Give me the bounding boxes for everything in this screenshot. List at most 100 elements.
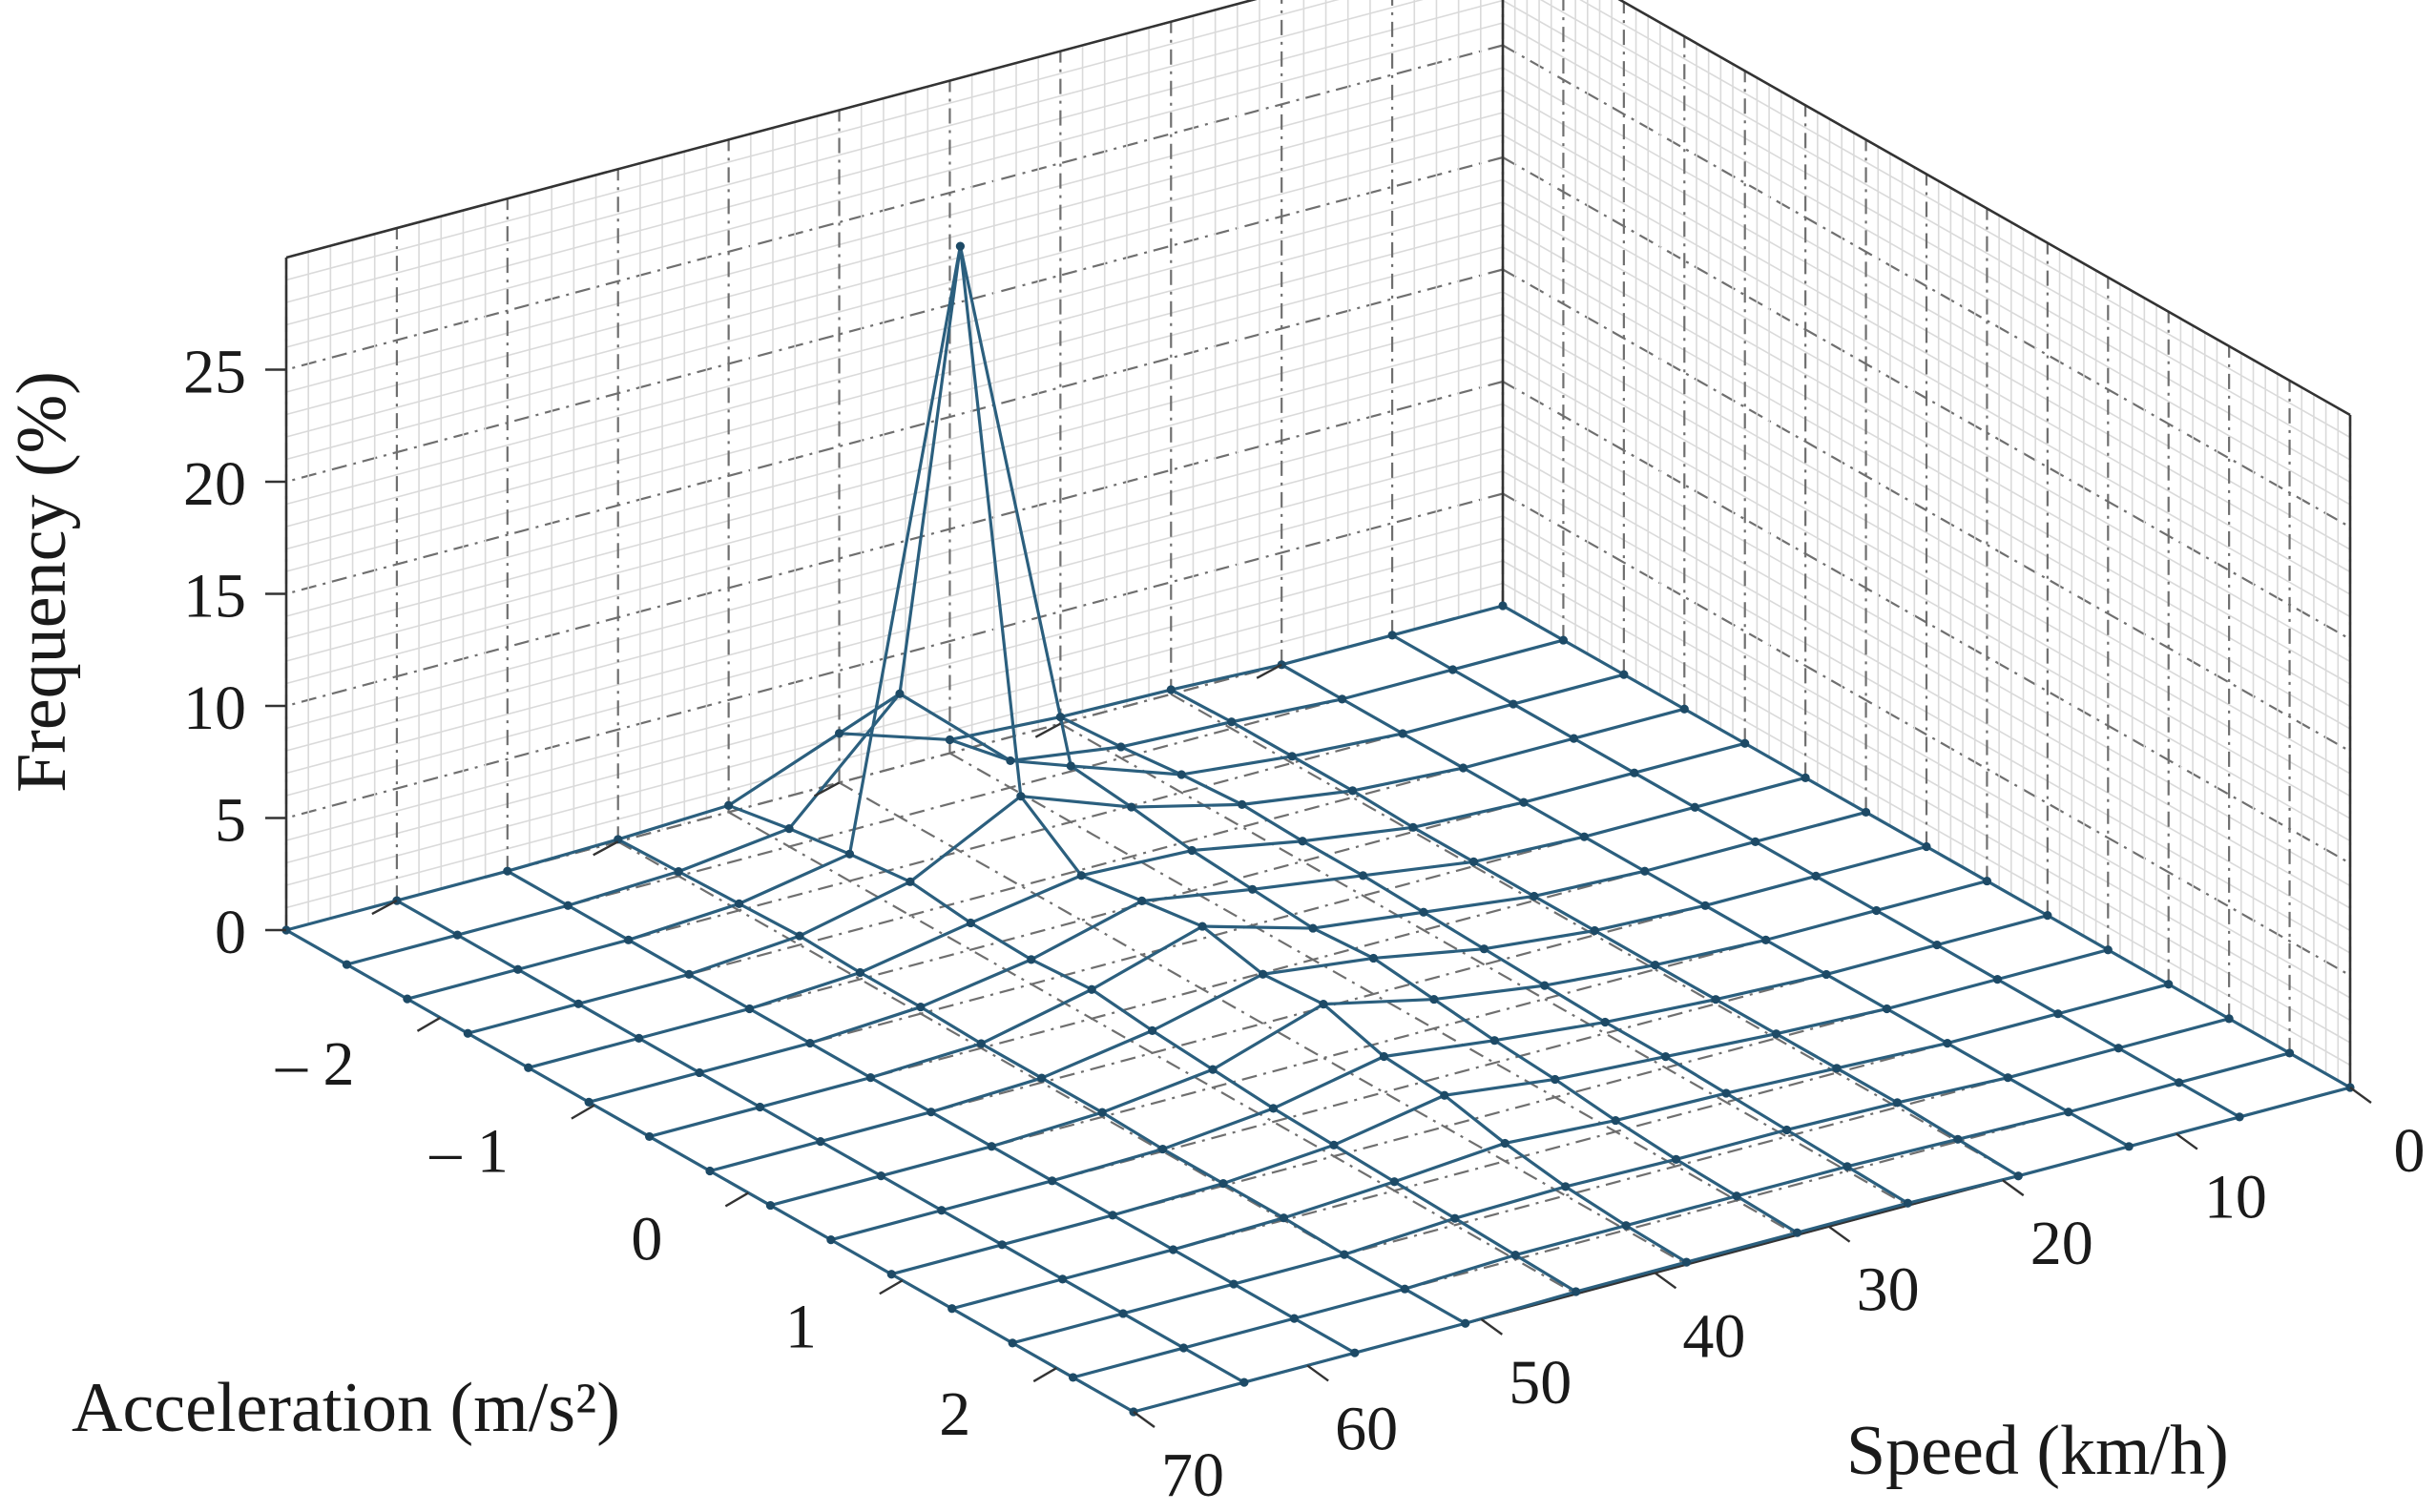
- data-point: [1440, 1090, 1449, 1100]
- speed-tick-label: 50: [1509, 1348, 1572, 1418]
- mesh-line-speed: [951, 983, 2170, 1311]
- data-point: [1208, 1065, 1218, 1074]
- floor-gridline: [728, 811, 1577, 1295]
- data-point: [1700, 901, 1710, 910]
- speed-tick-mark: [2176, 1132, 2198, 1150]
- left-wall-hline: [285, 0, 1504, 326]
- data-point: [2003, 1073, 2012, 1083]
- data-point: [1347, 786, 1358, 796]
- data-point: [2124, 1142, 2134, 1151]
- data-point: [403, 994, 412, 1004]
- acc-edge-tick-mark: [724, 1191, 749, 1208]
- data-point: [1176, 770, 1186, 779]
- data-point: [1903, 1198, 1912, 1208]
- data-point: [1258, 969, 1268, 979]
- data-point: [1168, 1245, 1178, 1254]
- data-point: [1619, 670, 1629, 679]
- data-point: [1116, 742, 1126, 752]
- data-point: [1953, 1134, 1963, 1144]
- left-wall-hline: [285, 178, 1504, 506]
- right-wall-hline: [1502, 515, 2351, 999]
- right-wall-hline: [1502, 112, 2351, 595]
- data-point: [1561, 1182, 1571, 1191]
- data-point: [1329, 1140, 1339, 1150]
- speed-tick-label: 20: [2030, 1209, 2093, 1278]
- data-point: [2064, 1108, 2073, 1117]
- data-point: [1157, 1144, 1168, 1154]
- acc-tick-label: – 2: [275, 1029, 355, 1099]
- data-point: [513, 964, 523, 974]
- data-point: [1076, 871, 1086, 880]
- data-point: [1751, 837, 1760, 846]
- data-point: [644, 1131, 655, 1142]
- right-wall-hline: [1539, 0, 2351, 461]
- data-point: [342, 960, 352, 969]
- data-point: [816, 1136, 825, 1147]
- mesh-line-speed: [588, 776, 1806, 1104]
- data-point: [1771, 1029, 1781, 1039]
- data-point: [1148, 1025, 1157, 1035]
- data-point: [1338, 694, 1347, 704]
- mesh-line-speed: [1133, 1086, 2351, 1414]
- data-point: [1340, 1250, 1349, 1259]
- data-point: [744, 1004, 755, 1014]
- data-point: [503, 866, 512, 876]
- data-point: [1711, 995, 1720, 1005]
- data-point: [1579, 832, 1589, 841]
- mesh-line-speed: [1011, 1017, 2230, 1345]
- data-point: [2113, 1044, 2123, 1053]
- right-wall-hline: [1502, 22, 2351, 506]
- data-point: [1500, 1138, 1509, 1149]
- data-point: [1671, 1154, 1681, 1164]
- right-top-edge: [1617, 0, 2351, 417]
- acc-tick-label: 1: [785, 1292, 817, 1361]
- acc-tick-mark: [593, 840, 619, 857]
- floor-gridline: [839, 781, 1688, 1266]
- data-point: [1801, 773, 1810, 782]
- data-point: [1279, 1213, 1289, 1223]
- speed-tick-label: 10: [2204, 1163, 2267, 1232]
- data-point: [1408, 822, 1418, 832]
- data-point: [1690, 802, 1699, 812]
- acc-tick-mark: [813, 781, 841, 797]
- left-wall-hline: [285, 403, 1504, 730]
- speed-tick-label: 40: [1682, 1301, 1745, 1371]
- data-point: [1519, 797, 1529, 807]
- mesh-line-speed: [649, 810, 1866, 1138]
- data-point: [1510, 1250, 1520, 1260]
- data-point: [1429, 994, 1439, 1005]
- data-point: [1611, 1115, 1620, 1126]
- data-point: [805, 1038, 815, 1048]
- left-wall-hline: [285, 582, 1504, 909]
- data-point: [895, 689, 905, 698]
- speed-tick-label: 70: [1161, 1440, 1224, 1510]
- speed-tick-label: 60: [1335, 1394, 1398, 1463]
- data-point: [1379, 1051, 1389, 1062]
- left-wall-hline: [285, 0, 1424, 303]
- data-point: [1229, 1279, 1239, 1289]
- data-point: [1932, 940, 1942, 950]
- data-point: [1227, 717, 1237, 727]
- data-point: [1792, 1228, 1802, 1237]
- data-point: [2224, 1014, 2234, 1024]
- left-wall-hline: [285, 0, 1340, 281]
- data-point: [1832, 1064, 1842, 1073]
- data-point: [1287, 752, 1297, 761]
- surface-mesh: [281, 241, 2355, 1417]
- data-point: [1368, 953, 1379, 963]
- floor-gridline: [1059, 722, 1908, 1207]
- data-point: [1447, 665, 1458, 674]
- data-point: [624, 935, 634, 944]
- background-grid-panels: [284, 0, 2352, 1414]
- data-point: [1982, 876, 1992, 886]
- left-wall-hline: [285, 336, 1504, 662]
- floor-gridline: [617, 840, 1467, 1325]
- left-wall-hline: [285, 112, 1504, 438]
- left-wall-hline: [285, 313, 1504, 640]
- data-point: [2053, 1009, 2063, 1019]
- data-point: [695, 1067, 704, 1078]
- speed-tick-mark: [2349, 1087, 2372, 1104]
- left-wall-hline: [285, 470, 1504, 797]
- right-wall-hline: [1502, 268, 2351, 753]
